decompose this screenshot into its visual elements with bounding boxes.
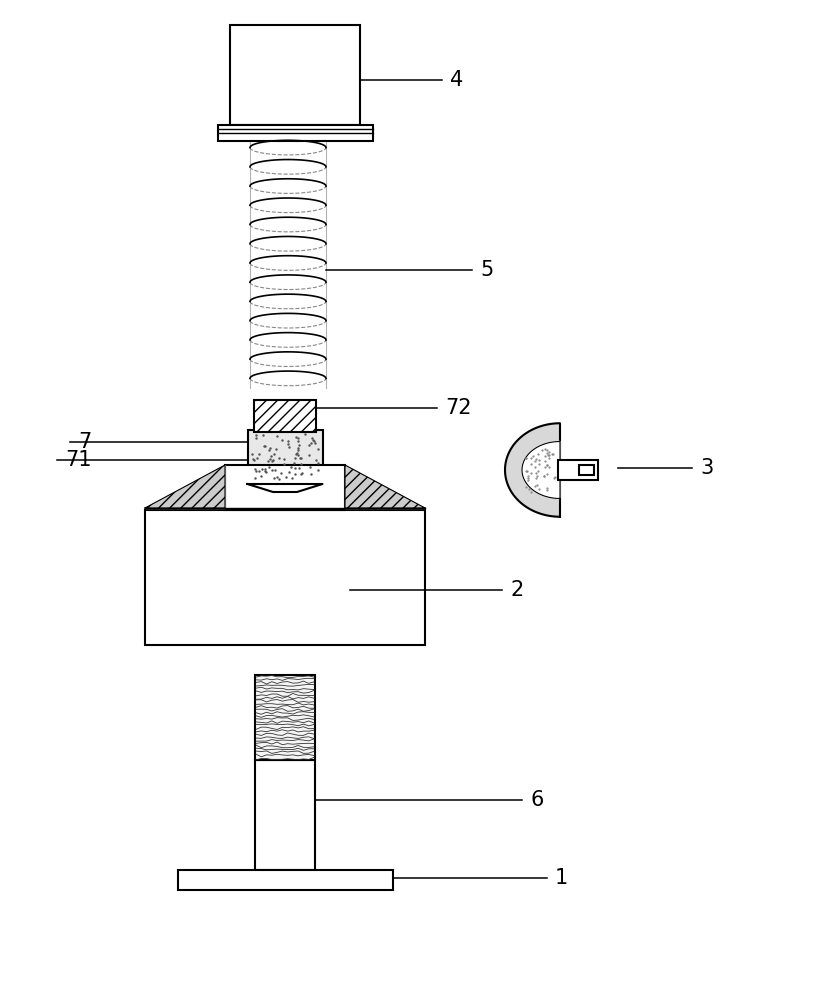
Text: 6: 6 bbox=[530, 790, 543, 810]
Text: 7: 7 bbox=[78, 432, 91, 452]
Text: 1: 1 bbox=[555, 868, 568, 888]
FancyBboxPatch shape bbox=[579, 465, 594, 475]
FancyBboxPatch shape bbox=[255, 760, 315, 870]
FancyBboxPatch shape bbox=[225, 465, 345, 510]
Text: 4: 4 bbox=[450, 70, 464, 90]
Polygon shape bbox=[505, 423, 560, 517]
FancyBboxPatch shape bbox=[178, 870, 392, 890]
FancyBboxPatch shape bbox=[254, 400, 316, 432]
FancyBboxPatch shape bbox=[218, 125, 373, 141]
Polygon shape bbox=[247, 484, 323, 492]
FancyBboxPatch shape bbox=[247, 430, 323, 484]
FancyBboxPatch shape bbox=[558, 460, 598, 480]
Polygon shape bbox=[145, 465, 225, 508]
Text: 71: 71 bbox=[65, 450, 92, 470]
Polygon shape bbox=[522, 442, 560, 498]
Text: 72: 72 bbox=[445, 398, 472, 418]
FancyBboxPatch shape bbox=[145, 510, 425, 645]
Text: 3: 3 bbox=[700, 458, 713, 478]
FancyBboxPatch shape bbox=[230, 25, 360, 125]
FancyBboxPatch shape bbox=[255, 675, 315, 760]
Text: 2: 2 bbox=[510, 580, 523, 600]
Text: 5: 5 bbox=[480, 260, 493, 280]
Polygon shape bbox=[345, 465, 425, 508]
